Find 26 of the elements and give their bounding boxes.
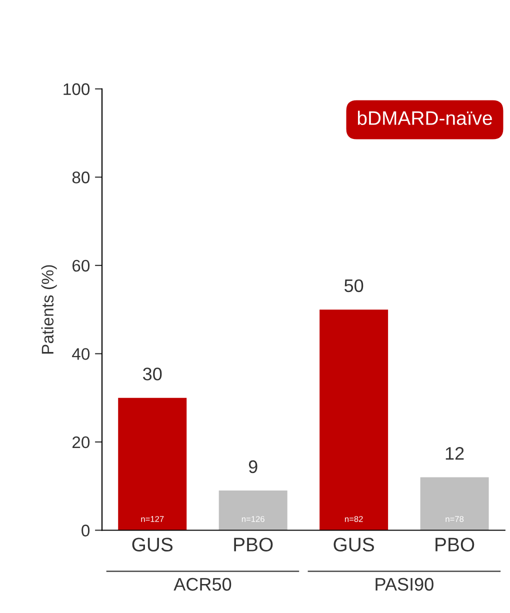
y-tick-label: 20 xyxy=(72,436,90,448)
bar xyxy=(118,398,187,530)
y-tick-label: 80 xyxy=(72,172,90,184)
x-tick-label: GUS xyxy=(334,538,374,552)
y-tick-label: 40 xyxy=(72,348,90,360)
data-label: 30 xyxy=(143,368,162,380)
data-label: 12 xyxy=(446,447,464,460)
bar xyxy=(218,490,288,530)
x-tick-label: PBO xyxy=(436,538,474,552)
text: ACR50 xyxy=(174,578,232,591)
text: bDMARD-naïve xyxy=(358,110,492,125)
y-axis-title: Patients (%) xyxy=(41,265,57,354)
annotation: n=82 xyxy=(344,516,363,522)
x-tick-label: PBO xyxy=(234,538,273,552)
y-tick-label: 100 xyxy=(64,83,90,96)
data-label: 50 xyxy=(344,279,364,292)
annotation: n=127 xyxy=(141,516,164,522)
bar xyxy=(320,310,388,530)
x-tick-label: GUS xyxy=(132,538,173,552)
y-tick-label: 0 xyxy=(82,524,90,536)
text: PASI90 xyxy=(376,578,434,591)
annotation: n=78 xyxy=(446,516,464,522)
y-tick-label: 60 xyxy=(72,260,90,272)
data-label: 9 xyxy=(248,460,258,474)
annotation: n=126 xyxy=(242,516,264,522)
bar xyxy=(420,477,489,530)
